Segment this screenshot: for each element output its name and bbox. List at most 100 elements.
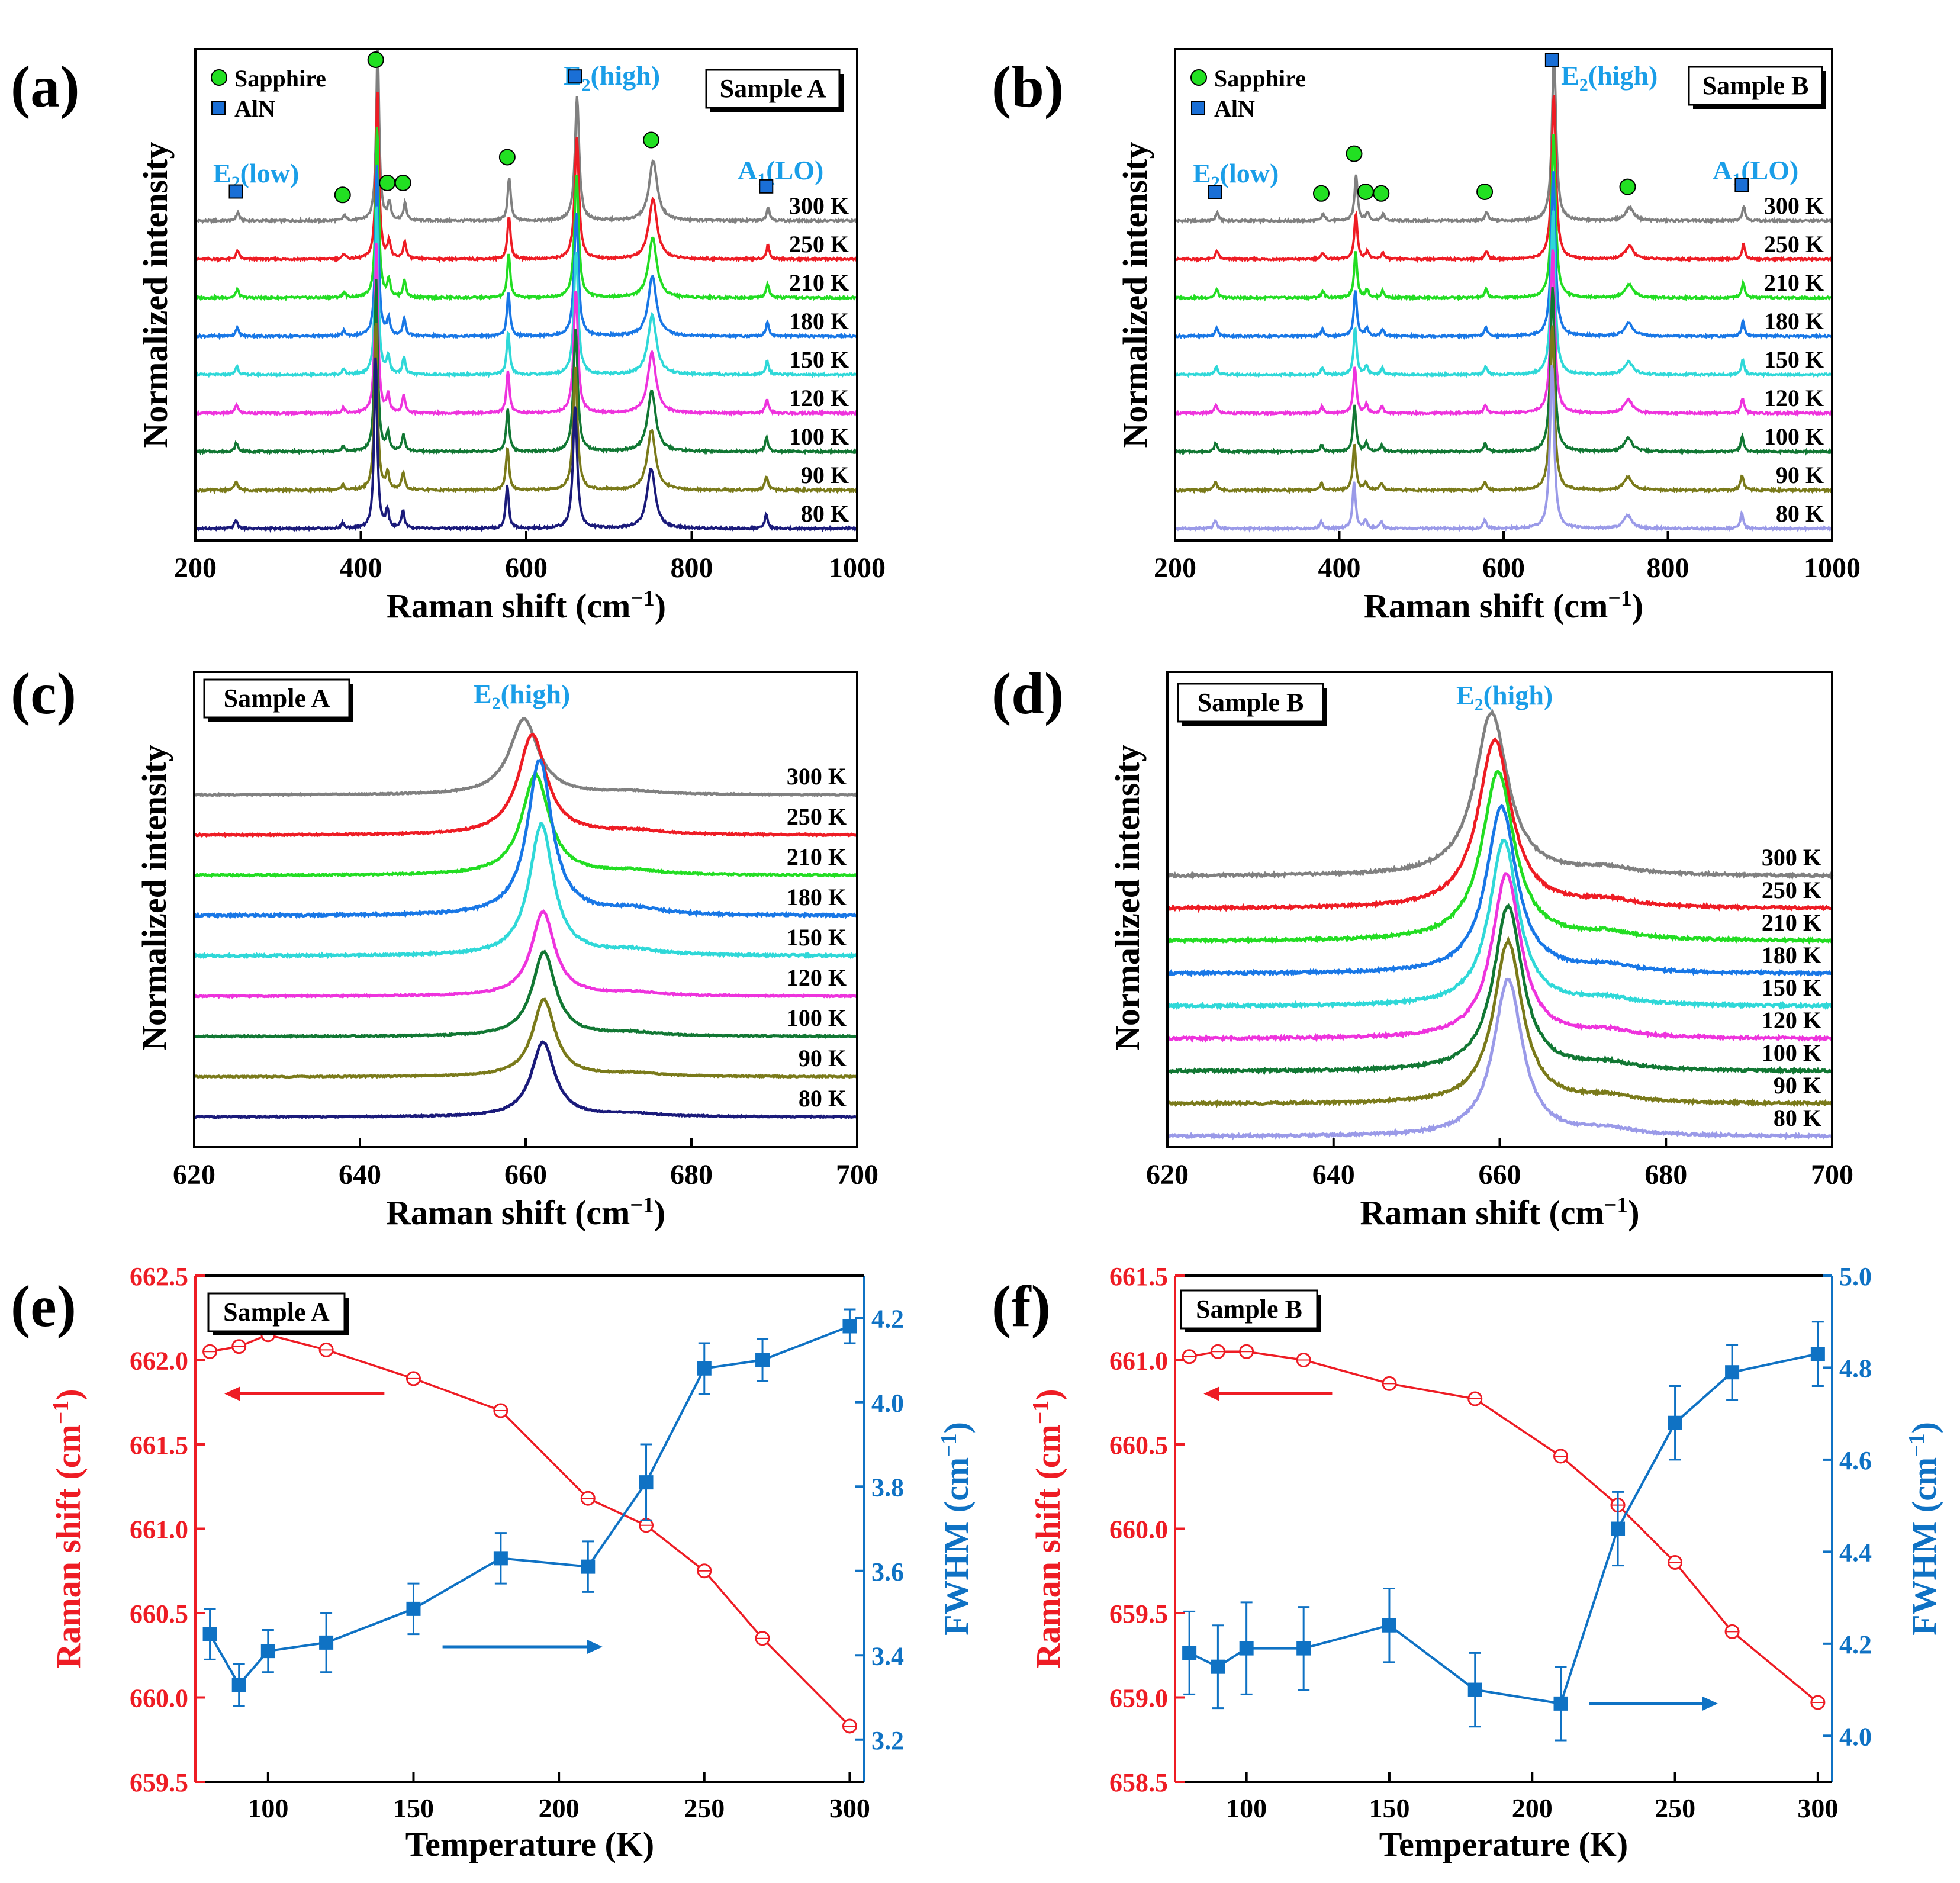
fwhm-line — [208, 1325, 851, 1687]
sapphire-peak-marker — [498, 149, 516, 166]
temperature-label: 100 K — [1762, 1039, 1821, 1066]
fwhm-point — [493, 1551, 508, 1566]
fwhm-point — [581, 1559, 596, 1574]
plot-frame — [194, 48, 858, 542]
text-part: (high) — [1588, 60, 1658, 91]
temperature-label: 180 K — [1764, 308, 1824, 334]
text-part: 2 — [1579, 75, 1588, 95]
plot-frame — [1174, 48, 1833, 542]
sapphire-legend-marker — [1190, 69, 1207, 86]
fwhm-point — [1239, 1641, 1254, 1656]
sample-box — [207, 1292, 346, 1332]
temperature-label: 210 K — [789, 269, 849, 296]
text-part: −1 — [1608, 586, 1631, 611]
spectrum-trace — [1166, 903, 1833, 1076]
x-tick-label: 620 — [1146, 1159, 1189, 1190]
panel-label: (b) — [992, 54, 1064, 120]
left-y-tick-label: 661.5 — [1109, 1262, 1168, 1291]
x-tick-label: 300 — [829, 1793, 870, 1823]
legend-sapphire-label: Sapphire — [1214, 65, 1306, 92]
sample-box — [203, 678, 350, 719]
spectrum-trace — [195, 242, 858, 417]
right-axis-arrowhead — [587, 1640, 603, 1654]
panel-b: (b) 300 K 250 K 210 K 180 K 150 K 120 K 100 K 90… — [992, 48, 1861, 625]
right-y-tick-label: 3.2 — [871, 1726, 904, 1755]
temperature-label: 120 K — [789, 385, 849, 411]
fwhm-point — [1810, 1347, 1825, 1361]
x-tick-label: 680 — [670, 1159, 713, 1190]
sapphire-peak-marker — [1346, 145, 1363, 162]
text-part: −1 — [630, 586, 654, 611]
temperature-label: 250 K — [1764, 231, 1824, 257]
x-axis-title: Raman shift (cm−1) — [386, 1193, 665, 1232]
fwhm-point — [842, 1319, 857, 1334]
left-y-tick-label: 660.5 — [130, 1599, 188, 1628]
right-axis-arrowhead — [1702, 1696, 1718, 1711]
panel-f: (f) 100 150 200 250 300 Temperature (K) 658.5 65… — [992, 1262, 1943, 1863]
text-part: FWHM (cm — [937, 1457, 976, 1636]
left-y-tick-label: 659.0 — [1109, 1684, 1168, 1713]
text-part: (high) — [1483, 680, 1553, 710]
x-tick-label: 400 — [1318, 552, 1361, 584]
fwhm-point — [1296, 1641, 1311, 1656]
left-y-axis-title: Raman shift (cm−1) — [49, 1389, 88, 1668]
spectrum-trace — [1174, 365, 1833, 533]
temperature-label: 100 K — [787, 1005, 847, 1031]
temperature-label: 80 K — [799, 1085, 847, 1112]
temperature-label: 100 K — [789, 423, 849, 450]
sapphire-peak-marker — [1373, 185, 1390, 202]
left-y-tick-label: 660.0 — [130, 1684, 188, 1713]
fwhm-point — [231, 1678, 246, 1692]
text-part: E — [1193, 158, 1211, 188]
temperature-label: 90 K — [1774, 1072, 1821, 1099]
left-y-tick-label: 660.5 — [1109, 1431, 1168, 1460]
text-part: ) — [1628, 1193, 1639, 1232]
spectrum-trace — [194, 357, 858, 533]
sapphire-peak-marker — [1476, 184, 1494, 200]
panel-label: (d) — [992, 661, 1064, 726]
right-y-tick-label: 3.6 — [871, 1557, 904, 1586]
spectrum-trace — [1174, 325, 1833, 494]
text-part: (high) — [591, 60, 661, 91]
text-part: Raman shift (cm — [1029, 1424, 1067, 1668]
text-part: −1 — [1028, 1401, 1053, 1424]
temperature-label: 80 K — [801, 500, 849, 527]
spectrum-trace — [194, 758, 858, 920]
spectrum-trace — [1174, 287, 1833, 456]
temperature-label: 250 K — [789, 231, 849, 257]
x-tick-label: 660 — [504, 1159, 547, 1190]
left-axis-arrowhead — [224, 1386, 240, 1401]
text-part: −1 — [1904, 1433, 1929, 1457]
fwhm-point — [1182, 1646, 1197, 1660]
sapphire-peak-marker — [367, 51, 384, 68]
x-axis-title: Raman shift (cm−1) — [387, 586, 666, 625]
text-part: ) — [1905, 1422, 1943, 1433]
text-part: E — [213, 158, 231, 188]
temperature-label: 210 K — [1762, 909, 1821, 936]
x-tick-label: 200 — [539, 1793, 580, 1823]
text-part: E — [474, 679, 492, 709]
fwhm-point — [1211, 1659, 1225, 1674]
spectrum-trace — [1174, 210, 1833, 379]
sapphire-peak-marker — [1619, 178, 1636, 195]
e2-low-label: E2(low) — [213, 158, 299, 192]
right-y-tick-label: 4.0 — [1839, 1722, 1872, 1751]
x-tick-label: 640 — [1312, 1159, 1355, 1190]
temperature-label: 180 K — [1762, 942, 1821, 968]
temperature-label: 150 K — [1764, 346, 1824, 373]
e2-low-label: E2(low) — [1193, 158, 1279, 192]
text-part: A — [738, 155, 757, 185]
x-tick-label: 100 — [247, 1793, 288, 1823]
temperature-label: 90 K — [1776, 462, 1824, 488]
spectrum-trace — [194, 997, 858, 1080]
spectrum-trace — [195, 279, 858, 456]
right-y-tick-label: 4.0 — [871, 1389, 904, 1418]
left-y-tick-label: 659.5 — [130, 1768, 188, 1797]
temperature-label: 300 K — [1762, 844, 1821, 871]
right-y-tick-label: 5.0 — [1839, 1262, 1872, 1291]
spectrum-trace — [194, 323, 858, 495]
temperature-label: 80 K — [1776, 500, 1824, 527]
x-tick-label: 200 — [1512, 1793, 1553, 1823]
y-axis-title: Normalized intensity — [135, 745, 173, 1051]
